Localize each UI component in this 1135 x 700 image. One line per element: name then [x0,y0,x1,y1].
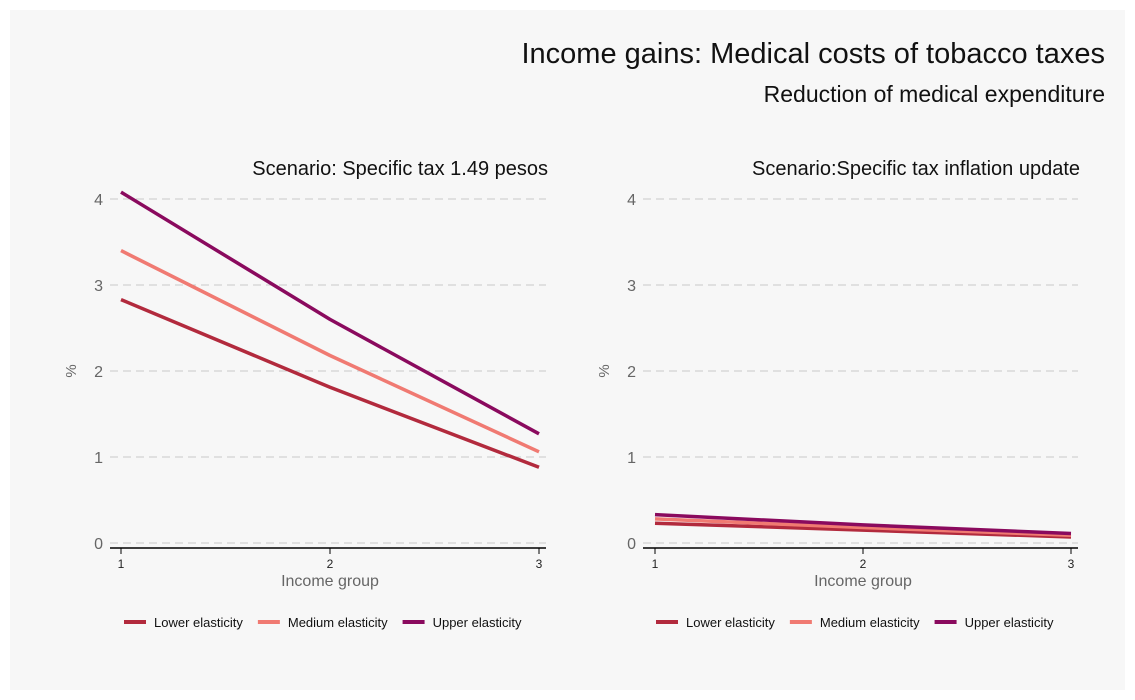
chart1-y-tick-label: 2 [94,364,103,381]
chart1-series-line-medium [120,249,540,454]
chart2-y-tick-label: 4 [627,192,636,209]
chart2-x-tick-label: 2 [860,557,867,571]
chart2-x-tick-label: 3 [1068,557,1075,571]
chart1-x-tick-label: 3 [536,557,543,571]
chart2-x-tick-label: 1 [652,557,659,571]
chart2-x-axis-label: Income group [814,573,912,590]
chart2-series-line-lower [654,521,1072,539]
chart1-legend-label-upper: Upper elasticity [433,615,522,630]
chart1-legend-label-lower: Lower elasticity [154,615,243,630]
chart2-y-axis-label: % [596,364,613,377]
chart1-y-tick-label: 3 [94,278,103,295]
chart2-y-tick-label: 3 [627,278,636,295]
chart2-legend-label-medium: Medium elasticity [820,615,920,630]
chart1-y-tick-label: 0 [94,536,103,553]
chart1-x-tick-label: 1 [118,557,125,571]
chart1-y-tick-label: 1 [94,450,103,467]
figure-subtitle: Reduction of medical expenditure [763,81,1105,107]
chart2-series-line-upper [654,512,1072,536]
chart2-legend-label-upper: Upper elasticity [965,615,1054,630]
chart1-series-line-lower [120,297,540,469]
chart2-y-tick-label: 2 [627,364,636,381]
chart1-y-tick-label: 4 [94,192,103,209]
chart1-x-axis-label: Income group [281,573,379,590]
chart1-series-line-upper [120,190,540,436]
chart2-y-tick-label: 1 [627,450,636,467]
chart2-y-tick-label: 0 [627,536,636,553]
figure-panel [10,10,1125,690]
chart1-title: Scenario: Specific tax 1.49 pesos [252,158,548,180]
chart1-y-axis-label: % [63,364,80,377]
chart2-title: Scenario:Specific tax inflation update [752,158,1080,180]
figure-title: Income gains: Medical costs of tobacco t… [521,38,1105,70]
chart2-legend-label-lower: Lower elasticity [686,615,775,630]
chart1-x-tick-label: 2 [327,557,334,571]
chart2-series-line-medium [654,517,1072,538]
chart1-legend-label-medium: Medium elasticity [288,615,388,630]
